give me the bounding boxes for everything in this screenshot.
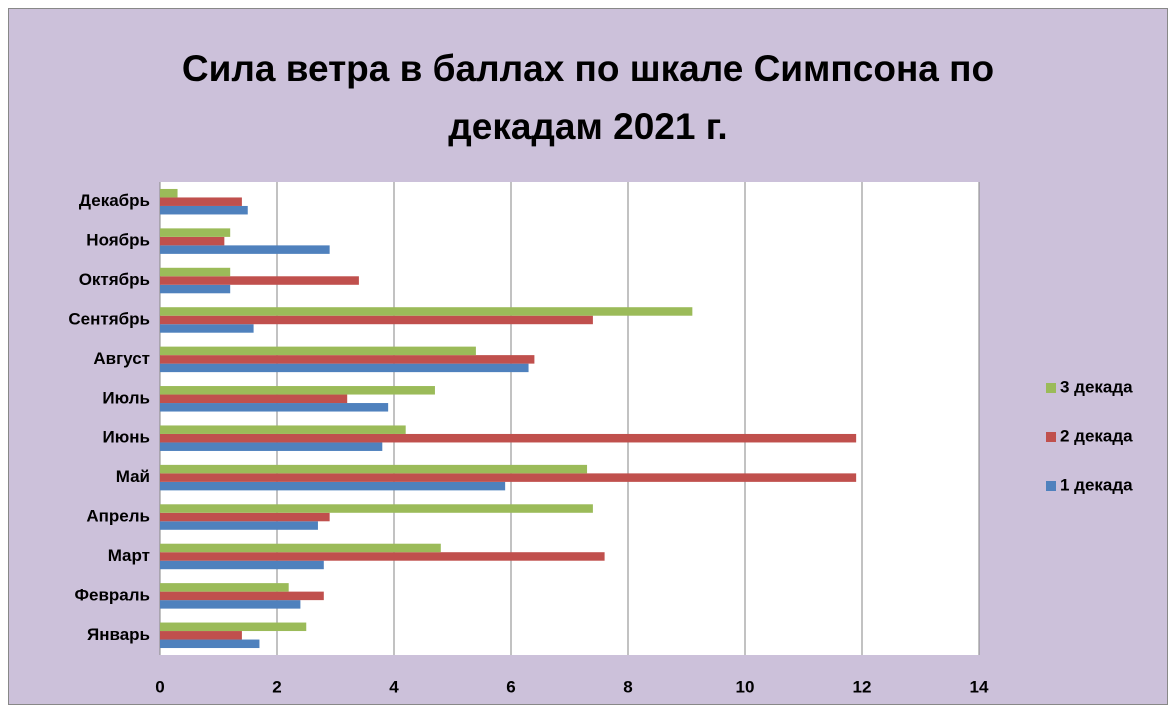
bar <box>160 363 529 373</box>
bar <box>160 504 593 513</box>
bar <box>160 245 330 254</box>
y-tick-label: Октябрь <box>79 270 150 289</box>
y-tick-label: Июнь <box>103 428 150 447</box>
x-tick-label: 4 <box>389 677 399 696</box>
bar <box>160 552 605 561</box>
bar <box>160 307 693 316</box>
y-tick-label: Июль <box>102 388 150 407</box>
bar <box>160 464 588 474</box>
chart-title: Сила ветра в баллах по шкале Симпсона по… <box>181 48 995 147</box>
bar <box>160 631 242 640</box>
bar <box>160 267 231 277</box>
x-tick-label: 2 <box>272 677 281 696</box>
bar <box>160 473 857 482</box>
legend-swatch <box>1046 432 1056 442</box>
y-tick-label: Ноябрь <box>86 231 150 250</box>
bar <box>160 442 383 451</box>
bar <box>160 324 254 333</box>
bar <box>160 236 225 246</box>
bar <box>160 276 359 285</box>
bar <box>160 543 441 553</box>
y-tick-label: Август <box>93 349 150 368</box>
bar <box>160 425 406 434</box>
x-tick-label: 10 <box>736 677 755 696</box>
bar <box>160 403 389 412</box>
y-tick-label: Март <box>108 546 150 565</box>
x-tick-label: 0 <box>155 677 164 696</box>
bar <box>160 205 248 215</box>
x-tick-label: 12 <box>853 677 872 696</box>
x-tick-label: 8 <box>623 677 632 696</box>
plot-area <box>160 182 979 655</box>
y-tick-label: Январь <box>87 625 150 644</box>
legend-swatch <box>1046 383 1056 393</box>
bar <box>160 386 435 395</box>
bar <box>160 560 324 570</box>
legend-swatch <box>1046 481 1056 491</box>
x-tick-label: 14 <box>970 677 989 696</box>
legend-label: 2 декада <box>1060 426 1133 445</box>
bar <box>160 197 242 206</box>
y-tick-label: Май <box>116 467 150 486</box>
legend-label: 3 декада <box>1060 377 1133 396</box>
bar <box>160 521 318 530</box>
y-tick-label: Декабрь <box>79 191 150 210</box>
bar <box>160 622 307 632</box>
bar <box>160 315 593 325</box>
bar <box>160 346 476 356</box>
bar <box>160 639 260 649</box>
y-tick-label: Февраль <box>74 585 150 604</box>
x-tick-label: 6 <box>506 677 515 696</box>
bar <box>160 512 330 522</box>
bar <box>160 284 231 294</box>
y-tick-label: Апрель <box>86 507 150 526</box>
bar <box>160 355 535 364</box>
legend-label: 1 декада <box>1060 475 1133 494</box>
bar <box>160 481 506 491</box>
bar <box>160 433 857 443</box>
bar <box>160 583 289 592</box>
bar <box>160 188 178 198</box>
bar <box>160 600 301 609</box>
bar <box>160 591 324 601</box>
bar <box>160 228 231 237</box>
bar <box>160 394 348 404</box>
y-tick-label: Сентябрь <box>68 309 150 328</box>
